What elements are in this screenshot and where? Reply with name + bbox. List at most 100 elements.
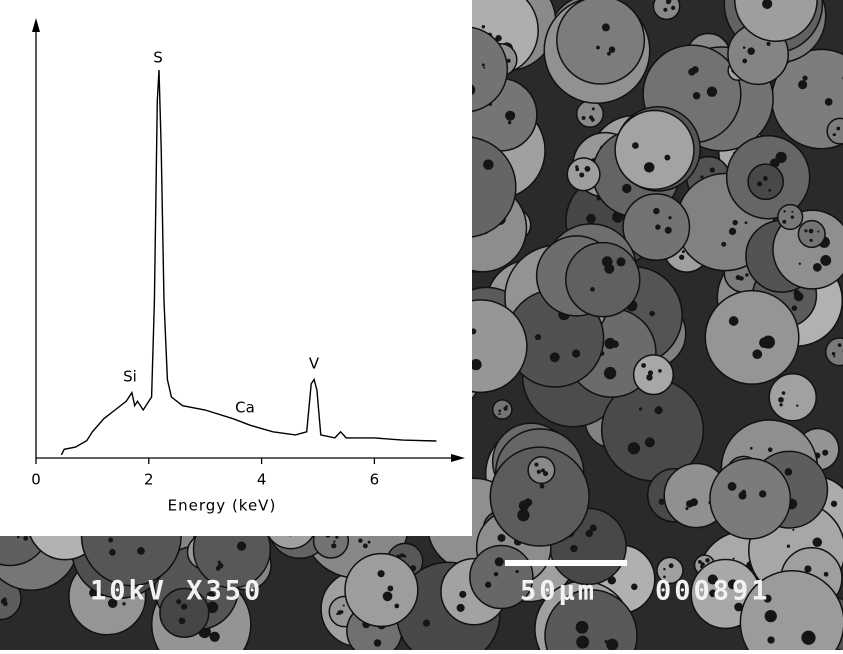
pore xyxy=(739,276,744,281)
pore xyxy=(745,221,748,224)
pore xyxy=(817,230,819,232)
pore xyxy=(700,175,703,178)
pore xyxy=(653,208,659,214)
pore xyxy=(838,343,842,347)
particle xyxy=(769,374,816,421)
pore xyxy=(609,46,615,52)
x-tick-label: 6 xyxy=(370,471,380,489)
pore xyxy=(383,591,393,601)
particle xyxy=(798,221,825,248)
pore xyxy=(658,369,662,373)
pore xyxy=(184,607,186,609)
pore xyxy=(669,563,674,568)
pore xyxy=(570,545,577,552)
pore xyxy=(787,545,790,548)
pore xyxy=(537,470,541,474)
particle xyxy=(615,111,694,190)
particle xyxy=(778,205,803,230)
particle xyxy=(493,400,512,419)
pore xyxy=(779,403,782,406)
pore xyxy=(665,227,672,234)
pore xyxy=(335,536,338,539)
pore xyxy=(686,500,694,508)
pore xyxy=(343,604,345,606)
pore xyxy=(750,447,753,450)
figure: 10kV X350 50µm 000891 Energy (keV) 0246S… xyxy=(0,0,843,650)
pore xyxy=(582,116,586,120)
pore xyxy=(799,263,801,265)
pore xyxy=(374,639,382,647)
particle xyxy=(634,355,674,395)
pore xyxy=(825,98,833,106)
pore xyxy=(741,490,746,495)
pore xyxy=(742,59,747,64)
pore xyxy=(833,133,836,136)
pore xyxy=(729,228,736,235)
x-tick-label: 2 xyxy=(144,471,154,489)
pore xyxy=(483,67,485,69)
pore xyxy=(459,591,466,598)
x-tick-label: 4 xyxy=(257,471,267,489)
pore xyxy=(759,490,766,497)
pore xyxy=(791,211,793,213)
pore xyxy=(705,558,709,562)
pore xyxy=(763,176,768,181)
pore xyxy=(604,367,616,379)
pore xyxy=(515,570,518,573)
pore xyxy=(237,542,246,551)
particle xyxy=(577,101,604,128)
pore xyxy=(785,468,793,476)
pore xyxy=(649,311,655,317)
pore xyxy=(767,636,774,643)
pore xyxy=(809,229,814,234)
particle xyxy=(748,164,783,199)
pore xyxy=(796,404,798,406)
pore xyxy=(592,107,595,110)
pore xyxy=(664,155,670,161)
pore xyxy=(576,621,589,634)
pore xyxy=(331,543,336,548)
pore xyxy=(631,584,637,590)
x-tick-label: 0 xyxy=(31,471,41,489)
pore xyxy=(644,162,654,172)
pore xyxy=(470,359,481,370)
pore xyxy=(822,450,828,456)
pore xyxy=(109,549,116,556)
pore xyxy=(508,121,511,124)
pore xyxy=(685,507,688,510)
peak-label: Ca xyxy=(235,399,255,417)
pore xyxy=(17,536,20,539)
pore xyxy=(517,509,529,521)
pore xyxy=(688,68,695,75)
pore xyxy=(108,537,113,542)
pore xyxy=(783,210,785,212)
pore xyxy=(639,407,642,410)
pore xyxy=(757,181,762,186)
pore xyxy=(804,229,807,232)
pore xyxy=(596,46,600,50)
pore xyxy=(572,349,580,357)
pore xyxy=(752,349,762,359)
pore xyxy=(358,538,362,542)
pore xyxy=(721,242,726,247)
pore xyxy=(747,47,755,55)
pore xyxy=(579,172,584,177)
pore xyxy=(550,352,560,362)
pore xyxy=(768,189,771,192)
particle xyxy=(345,554,418,627)
pore xyxy=(590,524,597,531)
pore xyxy=(611,340,619,348)
pore xyxy=(590,287,595,292)
pore xyxy=(605,640,608,643)
pore xyxy=(337,610,342,615)
pore xyxy=(503,406,507,410)
pore xyxy=(765,610,777,622)
pore xyxy=(498,534,506,542)
pore xyxy=(768,447,773,452)
pore xyxy=(218,563,224,569)
pore xyxy=(602,23,610,31)
pore xyxy=(663,568,665,570)
voltage-label: 10kV X350 xyxy=(90,576,263,607)
pore xyxy=(791,215,794,218)
pore xyxy=(534,463,538,467)
